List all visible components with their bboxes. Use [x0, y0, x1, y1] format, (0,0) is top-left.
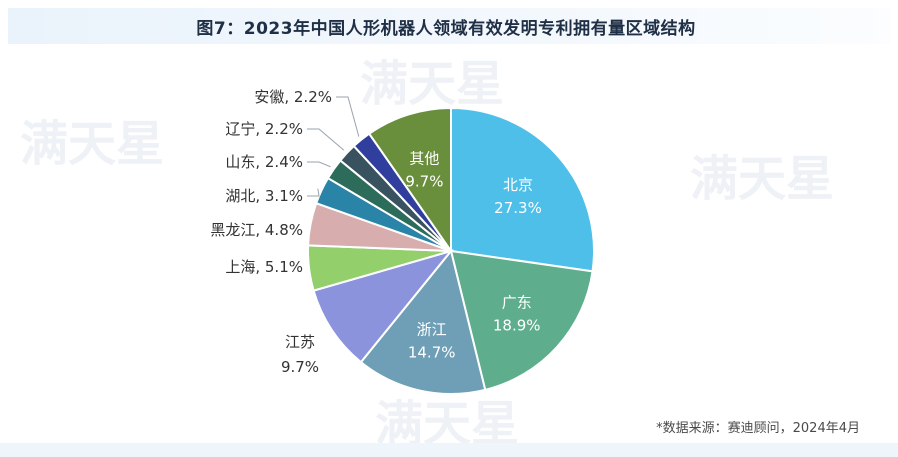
slice-value-3: 9.7%	[281, 358, 319, 376]
pie-slice-10	[367, 106, 452, 255]
watermark-right: 满天星	[690, 151, 834, 207]
leader-line-6	[307, 188, 320, 197]
leader-line-8	[307, 128, 345, 151]
slice-value-1: 18.9%	[493, 317, 541, 335]
slice-label-8: 辽宁, 2.2%	[225, 120, 303, 138]
slice-value-2: 14.7%	[408, 344, 456, 362]
slice-label-3: 江苏	[285, 333, 315, 351]
bottom-bar	[0, 443, 898, 457]
watermark-bottom: 满天星	[375, 396, 519, 452]
slice-label-6: 湖北, 3.1%	[225, 187, 303, 205]
slice-value-10: 9.7%	[405, 172, 443, 190]
slice-value-0: 27.3%	[494, 199, 542, 217]
labels-group: 北京 27.3% 广东 18.9% 浙江 14.7% 江苏 9.7% 上海, 5.1% 黑龙江, …	[210, 88, 541, 376]
title-bar	[8, 8, 890, 44]
slice-label-7: 山东, 2.4%	[225, 153, 303, 171]
slice-label-2: 浙江	[417, 321, 447, 339]
pie-slice-3	[312, 249, 454, 364]
slice-label-10: 其他	[409, 149, 439, 167]
slice-label-0: 北京	[503, 176, 533, 194]
leader-line-7	[307, 161, 331, 168]
chart-title: 图7：2023年中国人形机器人领域有效发明专利拥有量区域结构	[196, 19, 696, 39]
slice-label-9: 安徽, 2.2%	[254, 88, 332, 106]
slice-label-1: 广东	[502, 294, 532, 312]
leader-line-9	[336, 96, 360, 137]
slice-label-4: 上海, 5.1%	[225, 258, 303, 276]
watermark-top: 满天星	[360, 56, 504, 112]
slices-group	[307, 106, 595, 395]
watermark-group: 满天星 满天星 满天星 满天星	[20, 56, 834, 452]
watermark-left: 满天星	[20, 116, 164, 172]
pie-slice-2	[359, 248, 487, 395]
pie-slice-1	[449, 249, 594, 392]
slice-label-5: 黑龙江, 4.8%	[210, 221, 303, 239]
source-note: *数据来源：赛迪顾问，2024年4月	[656, 421, 860, 436]
pie-slice-0	[450, 106, 595, 273]
